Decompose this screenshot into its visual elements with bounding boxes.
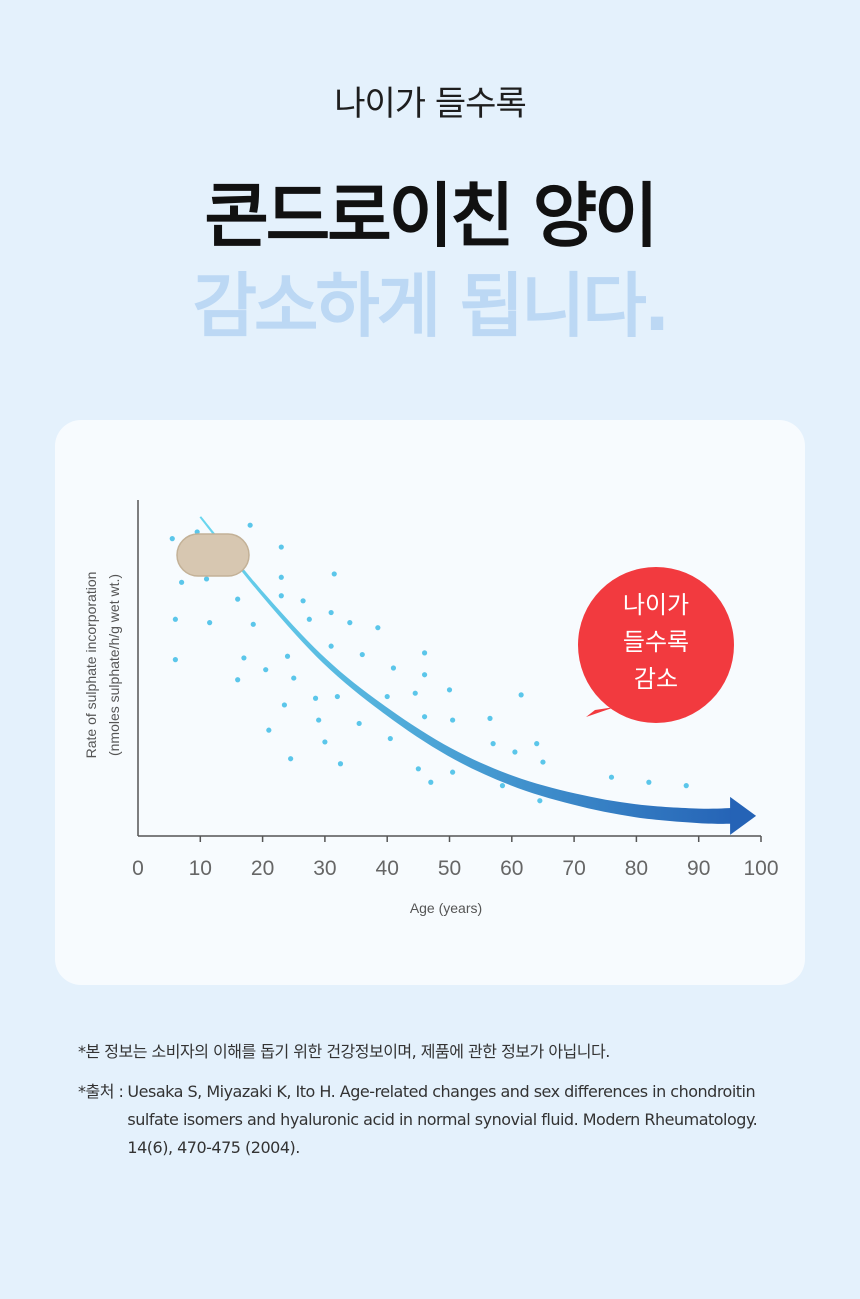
speech-bubble-text: 들수록 — [623, 628, 689, 656]
data-point — [450, 769, 456, 775]
data-point — [683, 783, 689, 789]
x-tick-label: 30 — [313, 857, 336, 880]
data-point — [337, 761, 344, 767]
data-point — [518, 692, 524, 698]
data-point — [421, 650, 428, 656]
source-text: Uesaka S, Miyazaki K, Ito H. Age-related… — [127, 1082, 758, 1157]
data-point — [172, 657, 178, 663]
data-point — [179, 579, 185, 585]
data-point — [534, 741, 540, 747]
chart-trend — [199, 516, 757, 835]
data-point — [284, 653, 291, 659]
data-point — [278, 574, 284, 580]
headline-line-2: 감소하게 됩니다. — [192, 265, 671, 347]
x-tick-label: 80 — [625, 857, 648, 880]
y-axis-label: Rate of sulphate incorporation — [83, 572, 99, 759]
data-point — [172, 616, 178, 622]
data-point — [250, 621, 256, 627]
data-point — [490, 741, 496, 747]
data-point — [415, 766, 421, 772]
data-point — [347, 620, 353, 626]
data-point — [247, 522, 253, 528]
x-tick-label: 20 — [251, 857, 274, 880]
data-point — [328, 643, 334, 649]
x-axis-label: Age (years) — [410, 900, 482, 916]
data-point — [421, 714, 428, 720]
data-point — [387, 735, 393, 742]
data-point — [487, 715, 493, 721]
data-point — [328, 609, 334, 616]
data-point — [428, 779, 434, 785]
data-point — [235, 677, 241, 683]
trend-arrowhead — [730, 796, 757, 835]
data-point — [203, 576, 210, 582]
x-tick-label: 0 — [132, 857, 144, 880]
data-point — [316, 717, 322, 723]
data-point — [300, 598, 306, 604]
data-point — [512, 749, 518, 755]
data-point — [499, 783, 506, 789]
x-tick-label: 100 — [743, 857, 778, 880]
speech-bubble-text: 나이가 — [623, 591, 689, 619]
data-point — [312, 695, 319, 701]
data-point — [359, 651, 365, 658]
x-tick-label: 90 — [687, 857, 710, 880]
data-point — [375, 625, 381, 631]
x-tick-label: 60 — [500, 857, 523, 880]
y-axis-unit-label: (nmoles sulphate/h/g wet wt.) — [106, 574, 122, 756]
speech-bubble-text: 감소 — [634, 665, 678, 693]
data-point — [278, 593, 284, 599]
data-point — [390, 665, 397, 671]
chart-x-ticks: 0 10 20 30 40 50 60 70 80 90 100 — [132, 836, 779, 880]
x-tick-label: 40 — [376, 857, 399, 880]
data-point — [207, 620, 213, 626]
data-point — [278, 544, 284, 550]
source-label: *출처 : — [78, 1082, 124, 1101]
data-point — [537, 798, 543, 804]
data-point — [322, 739, 328, 745]
disclaimer-note: *본 정보는 소비자의 이해를 돕기 위한 건강정보이며, 제품에 관한 정보가… — [78, 1042, 610, 1061]
data-point — [334, 693, 340, 700]
data-point — [266, 727, 272, 733]
capsule-pill-icon — [176, 533, 250, 577]
speech-bubble-body — [578, 567, 734, 723]
data-point — [421, 672, 428, 678]
capsule-pill-shape — [176, 533, 250, 577]
x-tick-label: 10 — [189, 857, 212, 880]
data-point — [281, 702, 288, 708]
data-point — [646, 779, 652, 785]
x-tick-label: 50 — [438, 857, 461, 880]
data-point — [263, 667, 269, 673]
speech-bubble-tail — [586, 707, 615, 717]
x-tick-label: 70 — [562, 857, 585, 880]
data-point — [306, 616, 312, 622]
data-point — [291, 675, 297, 681]
data-point — [194, 529, 200, 535]
source-citation: *출처 : Uesaka S, Miyazaki K, Ito H. Age-r… — [78, 1078, 798, 1162]
trend-curve — [199, 516, 737, 824]
data-point — [241, 655, 247, 661]
data-point — [446, 687, 453, 693]
chart-points — [169, 522, 689, 814]
data-point — [384, 693, 390, 700]
data-point — [356, 720, 362, 727]
data-point — [331, 571, 337, 577]
data-point — [540, 759, 546, 765]
kicker-text: 나이가 들수록 — [334, 84, 527, 124]
headline-line-1: 콘드로이친 양이 — [204, 175, 658, 257]
data-point — [235, 596, 241, 602]
footnotes: *본 정보는 소비자의 이해를 돕기 위한 건강정보이며, 제품에 관한 정보가… — [78, 1038, 798, 1162]
data-point — [288, 756, 294, 762]
data-point — [450, 717, 456, 723]
data-point — [412, 690, 418, 696]
data-point — [608, 774, 615, 780]
data-point — [169, 536, 175, 542]
